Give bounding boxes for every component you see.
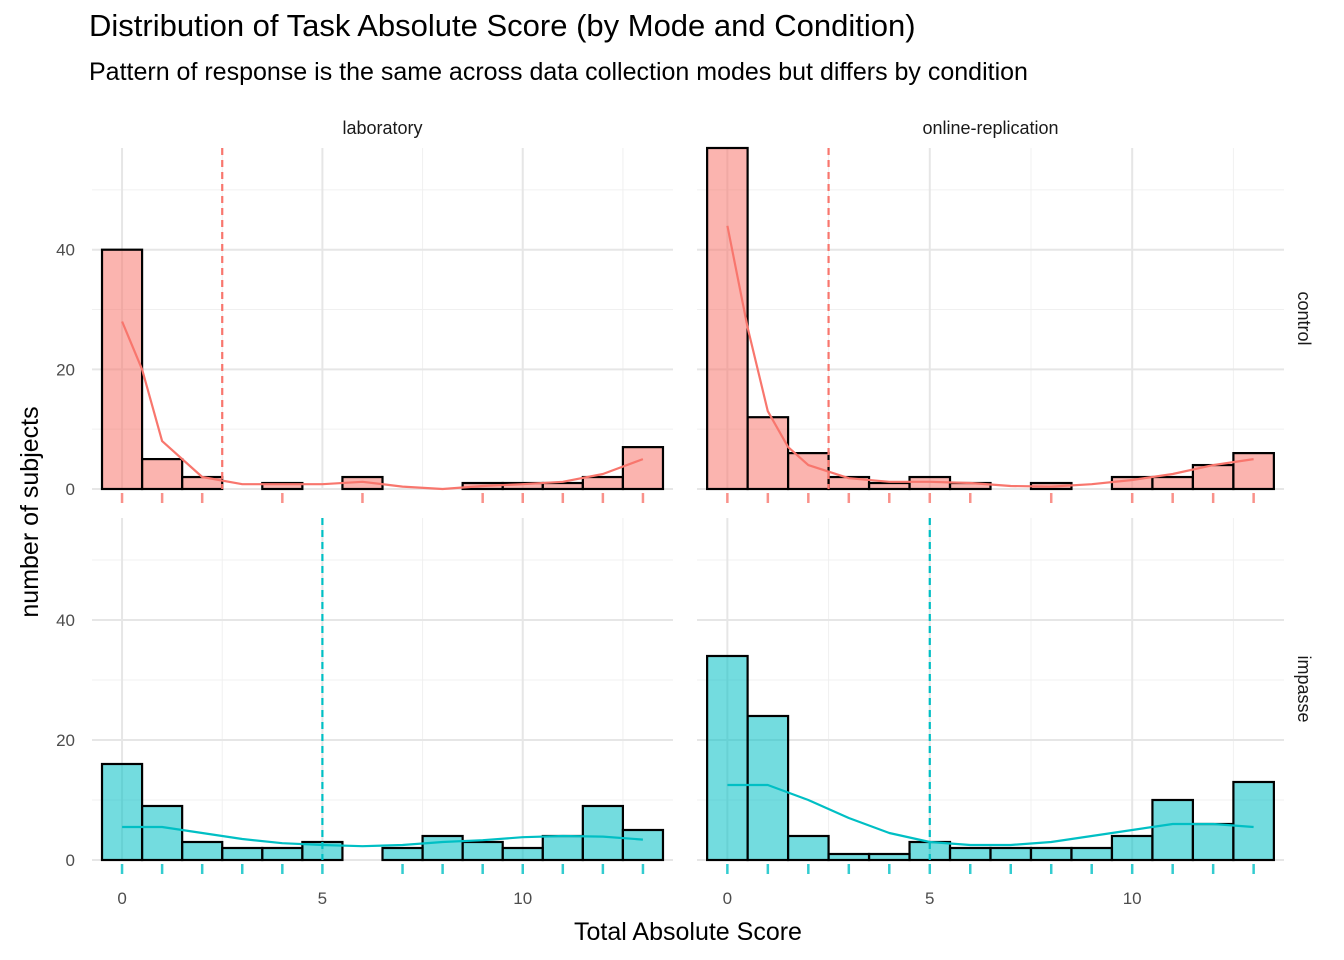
density-curve (726, 225, 1254, 488)
histogram-bar (1110, 834, 1154, 862)
histogram-bar (1191, 822, 1235, 862)
x-axis-title: Total Absolute Score (574, 918, 802, 946)
histogram-bar (541, 834, 584, 862)
histogram-bar (786, 452, 830, 491)
column-strip-label: online-replication (922, 118, 1058, 138)
row-strip-label: impasse (1294, 655, 1314, 722)
panel-online-replication-control (697, 146, 1284, 503)
y-axis-title: number of subjects (16, 406, 44, 617)
histogram-bar (1232, 452, 1275, 491)
histogram-bar (221, 846, 264, 862)
panels-layer: 0 20 40 0 20 40 0 5 10 0 5 10 laboratory online-repli… (56, 118, 1314, 908)
y-tick-label: 0 (66, 480, 75, 499)
row-strip-label: control (1294, 291, 1314, 345)
y-tick-label: 40 (56, 241, 75, 260)
histogram-bar (501, 846, 544, 862)
histogram-bar (746, 714, 790, 862)
column-strip-label: laboratory (342, 118, 422, 138)
histogram-bar (261, 481, 304, 491)
panel-online-replication-impasse (697, 518, 1284, 874)
histogram-bar (1151, 798, 1195, 862)
histogram-bar (827, 852, 871, 862)
histogram-bar (1029, 846, 1073, 862)
y-tick-label: 20 (56, 360, 75, 379)
y-tick-label: 20 (56, 731, 75, 750)
histogram-bar (786, 834, 830, 862)
x-tick-label: 0 (723, 889, 732, 908)
x-tick-label: 10 (1123, 889, 1142, 908)
x-tick-label: 5 (318, 889, 327, 908)
histogram-bar (948, 846, 992, 862)
histogram-bar (421, 834, 464, 862)
histogram-bar (100, 762, 144, 862)
histogram-bar (181, 840, 224, 862)
chart-subtitle: Pattern of response is the same across d… (89, 58, 1028, 86)
histogram-bar (746, 416, 790, 491)
panel-laboratory-impasse (92, 518, 673, 874)
histogram-bar (461, 840, 504, 862)
x-tick-label: 10 (513, 889, 532, 908)
histogram-bar (140, 804, 184, 862)
x-tick-label: 5 (925, 889, 934, 908)
y-tick-label: 40 (56, 611, 75, 630)
histogram-bar (1151, 475, 1195, 491)
histogram-bar (140, 457, 184, 491)
histogram-bar (381, 846, 424, 862)
histogram-bar (1070, 846, 1114, 862)
histogram-bar (867, 481, 911, 491)
density-curve (122, 825, 643, 848)
histogram-bar (261, 846, 304, 862)
y-tick-label: 0 (66, 851, 75, 870)
panel-laboratory-control (92, 148, 673, 503)
x-tick-label: 0 (117, 889, 126, 908)
histogram-bar (989, 846, 1033, 862)
histogram-bar (541, 481, 584, 491)
histogram-bar (581, 475, 625, 491)
chart-title: Distribution of Task Absolute Score (by … (89, 8, 916, 43)
histogram-bar (706, 146, 749, 491)
histogram-bar (706, 654, 749, 862)
histogram-bar (867, 852, 911, 862)
histogram-bar (100, 248, 144, 491)
histogram-bar (1232, 780, 1275, 862)
histogram-bar (581, 804, 625, 862)
histogram-bar (621, 828, 665, 862)
histogram-bar (621, 446, 665, 491)
density-curve (727, 783, 1254, 847)
density-curve (121, 321, 644, 491)
